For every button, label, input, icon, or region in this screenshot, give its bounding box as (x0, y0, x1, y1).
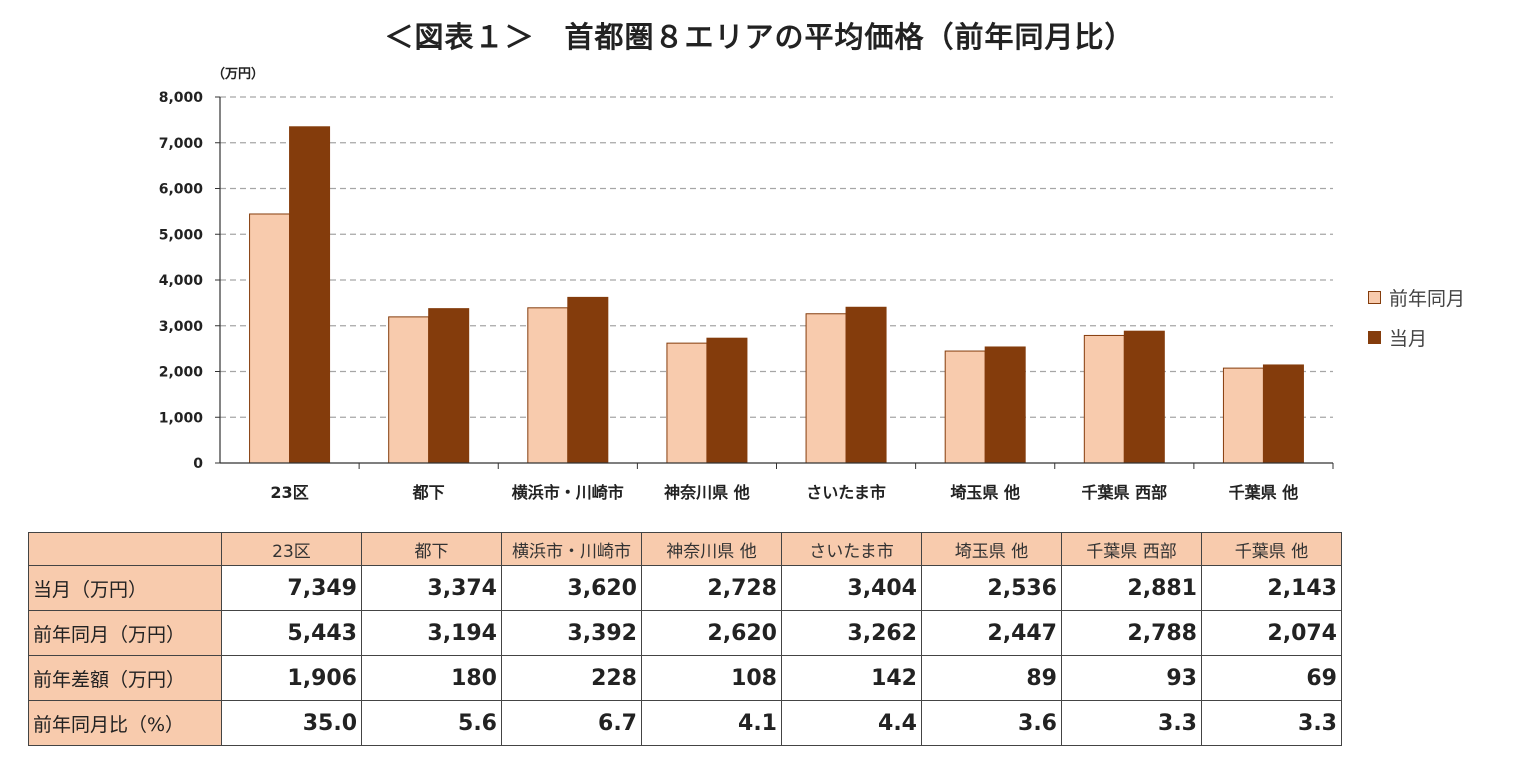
table-row-current: 当月（万円） 7,349 3,374 3,620 2,728 3,404 2,5… (28, 565, 1342, 611)
table-cell: 3.3 (1061, 700, 1202, 746)
chart-legend: 前年同月 当月 (1368, 283, 1465, 363)
table-cell: 35.0 (221, 700, 362, 746)
table-header-cell: 千葉県 他 (1201, 532, 1342, 566)
table-cell: 3,620 (501, 565, 642, 611)
x-tick-label: 千葉県 西部 (1082, 483, 1168, 502)
table-cell: 4.1 (641, 700, 782, 746)
data-table: 23区 都下 横浜市・川崎市 神奈川県 他 さいたま市 埼玉県 他 千葉県 西部… (28, 532, 1342, 746)
table-cell: 2,788 (1061, 610, 1202, 656)
bar-previous-year (944, 350, 986, 464)
bar-previous-year (1222, 367, 1264, 464)
table-cell: 93 (1061, 655, 1202, 701)
table-cell: 2,620 (641, 610, 782, 656)
table-cell: 3,392 (501, 610, 642, 656)
x-tick-label: 埼玉県 他 (950, 483, 1020, 502)
legend-label-cur: 当月 (1389, 327, 1428, 350)
x-tick-label: 都下 (412, 483, 445, 502)
table-row-label: 当月（万円） (28, 565, 222, 611)
y-tick-label: 2,000 (159, 365, 204, 381)
x-tick-label: 千葉県 他 (1229, 483, 1299, 502)
table-header-cell: 横浜市・川崎市 (501, 532, 642, 566)
table-header-cell: 神奈川県 他 (641, 532, 782, 566)
table-cell: 180 (361, 655, 502, 701)
table-row-label: 前年同月（万円） (28, 610, 222, 656)
y-tick-label: 1,000 (159, 410, 204, 426)
y-tick-label: 3,000 (159, 319, 204, 335)
y-axis-unit-label: （万円） (212, 66, 264, 82)
table-cell: 142 (781, 655, 922, 701)
y-tick-label: 0 (193, 456, 203, 472)
table-cell: 7,349 (221, 565, 362, 611)
y-tick-label: 8,000 (159, 90, 204, 106)
table-row-label: 前年同月比（%） (28, 700, 222, 746)
bar-previous-year (388, 316, 430, 464)
y-tick-label: 6,000 (159, 182, 204, 198)
bar-current (984, 346, 1026, 464)
table-cell: 3.6 (921, 700, 1062, 746)
chart-title: ＜図表１＞ 首都圏８エリアの平均価格（前年同月比） (384, 20, 1135, 54)
table-cell: 228 (501, 655, 642, 701)
table-cell: 69 (1201, 655, 1342, 701)
bar-previous-year (666, 342, 708, 464)
x-tick-label: さいたま市 (806, 483, 886, 502)
table-cell: 3,374 (361, 565, 502, 611)
legend-label-prev: 前年同月 (1389, 287, 1466, 310)
table-cell: 5.6 (361, 700, 502, 746)
table-corner-cell (28, 532, 222, 566)
table-row-previous: 前年同月（万円） 5,443 3,194 3,392 2,620 3,262 2… (28, 610, 1342, 656)
table-header-cell: 23区 (221, 532, 362, 566)
bar-current (428, 308, 470, 464)
table-header-cell: 都下 (361, 532, 502, 566)
bar-current (1262, 364, 1304, 464)
y-tick-label: 4,000 (159, 273, 204, 289)
table-cell: 1,906 (221, 655, 362, 701)
table-cell: 89 (921, 655, 1062, 701)
bar-previous-year (805, 313, 847, 464)
table-header-cell: 千葉県 西部 (1061, 532, 1202, 566)
bar-previous-year (527, 307, 569, 464)
y-tick-label: 5,000 (159, 227, 204, 243)
table-cell: 2,074 (1201, 610, 1342, 656)
bar-previous-year (1083, 334, 1125, 464)
table-cell: 2,728 (641, 565, 782, 611)
legend-item-cur: 当月 (1368, 323, 1465, 351)
legend-swatch-prev (1368, 290, 1381, 304)
bar-current (1123, 330, 1165, 464)
bar-previous-year (249, 213, 291, 464)
table-cell: 6.7 (501, 700, 642, 746)
table-cell: 3,404 (781, 565, 922, 611)
table-cell: 3,262 (781, 610, 922, 656)
table-cell: 2,881 (1061, 565, 1202, 611)
table-header-cell: 埼玉県 他 (921, 532, 1062, 566)
legend-swatch-cur (1368, 330, 1381, 344)
bar-current (845, 306, 887, 464)
x-tick-label: 横浜市・川崎市 (512, 483, 624, 502)
table-cell: 5,443 (221, 610, 362, 656)
table-cell: 3,194 (361, 610, 502, 656)
bar-current (289, 126, 331, 464)
bar-chart: （万円） 0 1,000 2,000 3,000 4,000 5,000 6,000 7,000… (159, 66, 1334, 502)
table-cell: 108 (641, 655, 782, 701)
table-header-row: 23区 都下 横浜市・川崎市 神奈川県 他 さいたま市 埼玉県 他 千葉県 西部… (28, 532, 1342, 566)
table-cell: 2,536 (921, 565, 1062, 611)
legend-item-prev: 前年同月 (1368, 283, 1465, 311)
x-tick-label: 23区 (270, 483, 308, 502)
table-cell: 4.4 (781, 700, 922, 746)
y-tick-label: 7,000 (159, 136, 204, 152)
table-cell: 2,447 (921, 610, 1062, 656)
table-cell: 3.3 (1201, 700, 1342, 746)
table-header-cell: さいたま市 (781, 532, 922, 566)
x-tick-label: 神奈川県 他 (664, 483, 750, 502)
table-cell: 2,143 (1201, 565, 1342, 611)
table-row-ratio: 前年同月比（%） 35.0 5.6 6.7 4.1 4.4 3.6 3.3 3.… (28, 700, 1342, 746)
table-row-label: 前年差額（万円） (28, 655, 222, 701)
bar-current (706, 337, 748, 464)
table-row-difference: 前年差額（万円） 1,906 180 228 108 142 89 93 69 (28, 655, 1342, 701)
bar-current (567, 296, 609, 464)
